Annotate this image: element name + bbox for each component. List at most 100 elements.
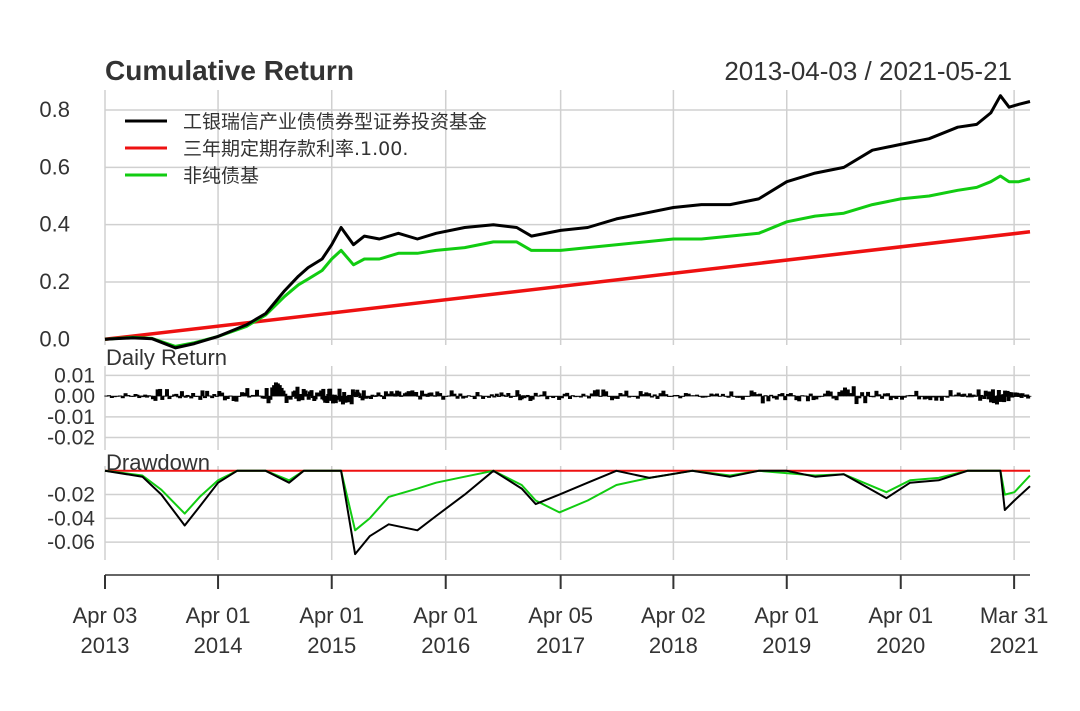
daily-return-bar [393,395,398,397]
daily-return-bar [139,395,144,397]
y-tick-label-p0: 0.8 [39,97,70,122]
daily-return-bar [774,396,779,400]
daily-return-bar [592,390,597,397]
daily-return-bar [249,395,254,397]
daily-return-bar [283,393,288,397]
daily-return-bar [129,396,134,397]
daily-return-bar [164,389,169,397]
daily-return-bar [945,396,950,398]
daily-return-bar [489,394,494,397]
daily-return-bar [449,390,454,397]
x-tick-label-year: 2018 [649,633,698,658]
daily-return-bar [382,396,387,400]
series-layer [104,94,1032,556]
daily-return-bar [726,396,731,398]
y-tick-label-p2: -0.06 [47,531,95,554]
daily-return-bar [689,395,694,397]
daily-return-bar [202,396,207,399]
daily-return-bar [406,391,411,397]
daily-return-bar [207,395,212,397]
daily-return-bar [153,396,158,401]
daily-return-bar [321,388,326,397]
daily-return-bar [551,396,556,399]
daily-return-bar [504,396,509,397]
daily-return-bar [573,396,578,398]
daily-return-bar [709,393,714,397]
daily-return-bar [791,395,796,397]
daily-return-bar [370,394,375,397]
daily-return-bar [162,395,167,397]
daily-return-bar [990,389,995,397]
daily-return-bar [242,392,247,397]
daily-return-bar [351,395,356,397]
daily-return-bar [548,396,553,397]
daily-return-bar [391,393,396,397]
daily-return-bar [1019,396,1024,398]
daily-return-bar [914,390,919,397]
x-tick-label-year: 2021 [990,633,1039,658]
daily-return-bar [217,391,222,397]
daily-return-bar [880,396,885,399]
daily-return-bar [343,396,348,403]
daily-return-bar [189,396,194,399]
daily-return-bar [769,394,774,397]
daily-return-bar [954,394,959,397]
daily-return-bar [991,396,996,404]
daily-return-bar [530,396,535,400]
daily-return-bar [195,396,200,397]
y-tick-label-p0: 0.2 [39,269,70,294]
daily-return-bar [905,395,910,397]
daily-return-bar [994,396,999,405]
daily-return-bar [746,396,751,397]
daily-return-bar [559,396,564,399]
y-tick-label-p1: -0.02 [47,427,95,450]
daily-return-bar [604,391,609,397]
daily-return-bar [814,396,819,400]
daily-return-bar [519,396,524,400]
daily-return-bar [958,394,963,397]
daily-return-bar [647,393,652,397]
x-tick-label-year: 2016 [421,633,470,658]
daily-return-bar [525,394,530,397]
y-tick-label-p1: 0.00 [54,385,95,408]
daily-return-bar [960,396,965,397]
series-line-deposit-rate [104,230,1031,342]
y-tick-label-p0: 0.4 [39,212,70,237]
daily-return-bar [303,390,308,397]
daily-return-bar [743,396,748,397]
daily-return-bar [589,393,594,397]
x-tick-label-month: Apr 01 [754,603,819,628]
daily-return-bar [897,396,902,398]
daily-return-bar [766,396,771,402]
daily-return-bar [290,396,295,397]
daily-return-bar [397,391,402,397]
series-line-benchmark [104,174,1031,348]
daily-return-bar [740,396,745,400]
daily-return-bar [342,392,347,397]
daily-return-bar [888,396,893,401]
daily-return-bar [332,394,337,397]
x-tick-label-year: 2020 [876,633,925,658]
axis-layer: 0.00.20.40.60.80.010.00-0.01-0.02-0.02-0… [39,97,1048,658]
daily-return-bar [499,392,504,397]
daily-return-bar [378,394,383,397]
daily-return-bar [155,389,160,397]
daily-return-bar [345,396,350,403]
legend-label-fund: 工银瑞信产业债债券型证券投资基金 [183,111,487,133]
daily-return-bar [763,395,768,397]
daily-return-bar [455,396,460,399]
daily-return-bar [117,395,122,397]
daily-return-bar [857,396,862,399]
daily-return-bar [925,396,930,399]
daily-return-bar [172,394,177,397]
daily-return-bar [672,395,677,397]
daily-return-bar [484,396,489,397]
daily-return-bar [823,393,828,397]
daily-return-bar [528,396,533,401]
daily-return-bar [899,396,904,400]
daily-return-bar [681,396,686,397]
daily-return-bar [247,396,252,398]
daily-return-bar [469,396,474,397]
daily-return-bar [729,391,734,397]
